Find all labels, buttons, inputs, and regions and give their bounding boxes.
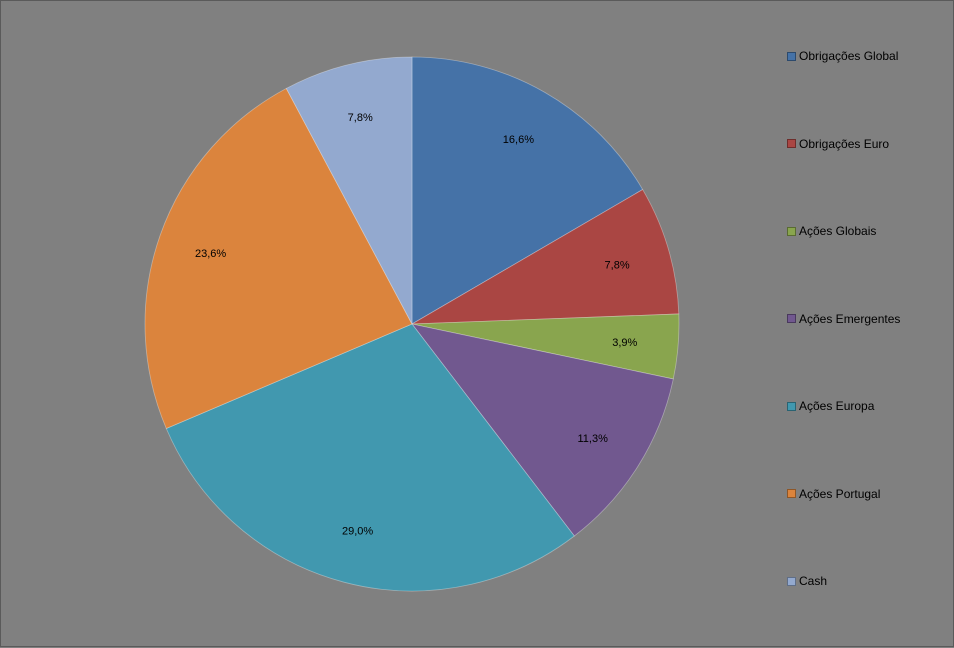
data-label-2: 7,8% <box>605 259 630 271</box>
legend-item: Obrigações Global <box>787 49 898 63</box>
legend-swatch <box>787 401 796 411</box>
pie-slice-6 <box>144 87 413 430</box>
legend-item: Ações Globais <box>787 224 876 238</box>
legend-swatch <box>787 489 796 498</box>
data-label-1: 16,6% <box>503 134 534 146</box>
pie-slice-1 <box>411 56 644 325</box>
legend-label: Cash <box>799 574 828 588</box>
legend: Obrigações Global Obrigações Euro Ações Gl… <box>787 49 947 594</box>
pie-slice-3 <box>411 313 680 380</box>
legend-item: Ações Emergentes <box>787 312 900 326</box>
legend-label: Obrigações Global <box>799 49 899 63</box>
data-label-3: 3,9% <box>612 337 637 349</box>
legend-label: Ações Europa <box>799 399 875 413</box>
pie-slice-5 <box>165 323 575 592</box>
legend-label: Ações Portugal <box>799 486 881 501</box>
data-label-7: 7,8% <box>348 112 373 124</box>
legend-label: Ações Globais <box>799 224 877 238</box>
data-label-5: 29,0% <box>342 526 373 538</box>
data-label-4: 11,3% <box>578 433 609 445</box>
legend-swatch <box>787 139 796 148</box>
legend-item: Ações Europa <box>787 399 874 413</box>
legend-swatch <box>787 226 796 236</box>
legend-label: Obrigações Euro <box>799 136 890 151</box>
legend-label: Ações Emergentes <box>799 311 901 326</box>
legend-item: Obrigações Euro <box>787 137 889 151</box>
pie-slice-2 <box>411 188 680 325</box>
legend-swatch <box>787 314 796 323</box>
data-label-6: 23,6% <box>195 248 226 260</box>
pie-slice-4 <box>411 323 674 537</box>
legend-item: Cash <box>787 574 827 588</box>
pie-slice-7 <box>285 56 413 325</box>
legend-swatch <box>787 51 796 61</box>
legend-swatch <box>787 576 796 586</box>
legend-item: Ações Portugal <box>787 487 880 501</box>
